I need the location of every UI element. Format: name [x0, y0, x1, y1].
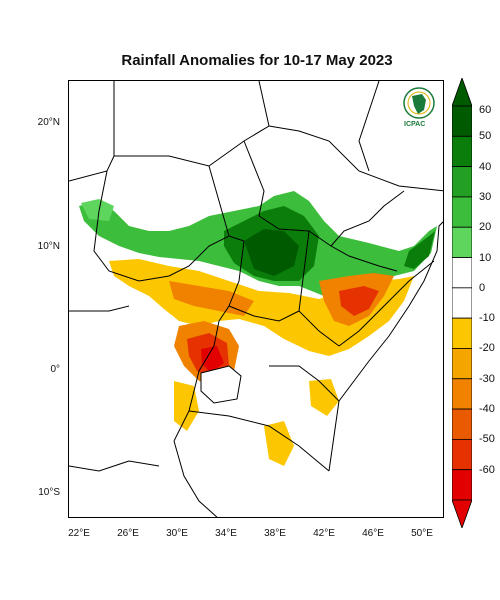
colorbar-top-arrow	[452, 78, 472, 107]
colorbar-cell	[452, 287, 472, 319]
coastline	[338, 221, 443, 402]
lat-label-10n: 10°N	[37, 241, 60, 252]
lat-label-0: 0°	[50, 364, 60, 375]
lon-label-38e: 38°E	[264, 528, 286, 539]
colorbar-cell	[452, 135, 472, 168]
colorbar-label: 0	[479, 281, 486, 294]
colorbar-cell	[452, 378, 472, 410]
lon-label-46e: 46°E	[362, 528, 384, 539]
lon-label-50e: 50°E	[411, 528, 433, 539]
colorbar-cell	[452, 257, 472, 289]
lat-label-10s: 10°S	[38, 487, 60, 498]
colorbar-label: -30	[479, 372, 495, 385]
colorbar	[452, 78, 472, 528]
colorbar-label: -10	[479, 312, 495, 325]
rainfall-map	[69, 81, 443, 517]
colorbar-cell	[452, 226, 472, 258]
colorbar-cell	[452, 348, 472, 380]
colorbar-cell	[452, 408, 472, 440]
map-panel	[68, 80, 444, 518]
colorbar-cell	[452, 438, 472, 471]
colorbar-bottom-arrow	[452, 499, 472, 528]
wet-anomaly-areas	[79, 191, 437, 296]
lon-label-42e: 42°E	[313, 528, 335, 539]
colorbar-label: 20	[479, 221, 492, 234]
colorbar-cells	[452, 105, 472, 501]
lat-label-20n: 20°N	[37, 117, 60, 128]
igad-icpac-logo	[403, 87, 435, 119]
colorbar-cell	[452, 317, 472, 349]
colorbar-label: 60	[479, 104, 492, 116]
lon-label-22e: 22°E	[68, 528, 90, 539]
logo-label: ICPAC	[404, 121, 426, 128]
colorbar-cell	[452, 196, 472, 228]
lon-label-30e: 30°E	[166, 528, 188, 539]
colorbar-cell	[452, 469, 472, 501]
colorbar-cell	[452, 166, 472, 198]
colorbar-label: -20	[479, 342, 495, 355]
colorbar-label: 40	[479, 160, 492, 173]
colorbar-label: 10	[479, 251, 492, 264]
colorbar-cell	[452, 105, 472, 137]
colorbar-label: 50	[479, 130, 492, 143]
map-title: Rainfall Anomalies for 10-17 May 2023	[121, 52, 393, 69]
lon-label-34e: 34°E	[215, 528, 237, 539]
lake-victoria	[200, 365, 242, 404]
colorbar-label: -50	[479, 433, 495, 446]
colorbar-label: 30	[479, 190, 492, 203]
country-borders	[69, 81, 443, 517]
colorbar-label: -60	[479, 463, 495, 476]
lon-label-26e: 26°E	[117, 528, 139, 539]
colorbar-label: -40	[479, 403, 495, 416]
